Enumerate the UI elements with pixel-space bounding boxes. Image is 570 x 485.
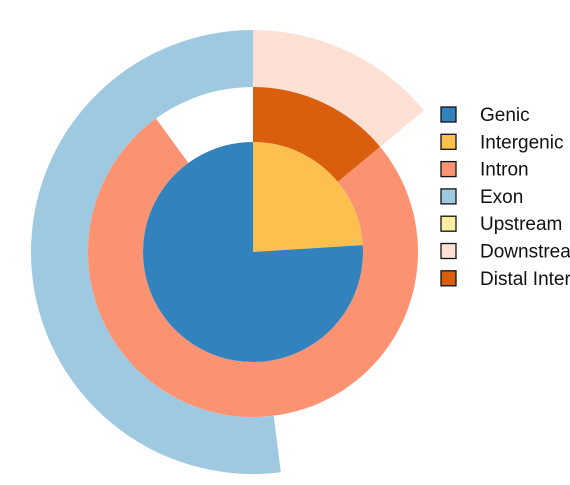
legend-label-exon: Exon [480, 187, 523, 208]
legend-key-intron [440, 160, 457, 178]
inner-ring-segment-genic [142, 142, 363, 362]
outer-ring-segment-exon [30, 30, 281, 474]
legend-key-intergenic [440, 133, 457, 150]
legend-key-upstream [440, 215, 457, 232]
legend-label-genic: Genic [480, 105, 530, 126]
outer-ring-segment-downstream [253, 30, 425, 147]
legend-label-intergenic: Intergenic [480, 132, 563, 153]
legend-label-intron: Intron [480, 160, 529, 181]
legend-key-downstream [440, 242, 457, 260]
legend-label-distal-intergenic: Distal Intergenic [480, 269, 570, 290]
legend-label-downstream: Downstream [480, 242, 570, 263]
legend: Genic Intergenic Intron Exon Upstream Downstr… [440, 105, 570, 290]
inner-ring-segment-intergenic [253, 142, 363, 252]
middle-ring-segment-distal-intergenic [253, 87, 381, 182]
chart-rings [30, 30, 425, 474]
legend-key-genic [440, 106, 457, 123]
legend-label-upstream: Upstream [480, 214, 562, 235]
legend-key-distal-intergenic [440, 270, 457, 287]
middle-ring-segment-intron [87, 118, 418, 418]
legend-key-exon [440, 188, 457, 205]
